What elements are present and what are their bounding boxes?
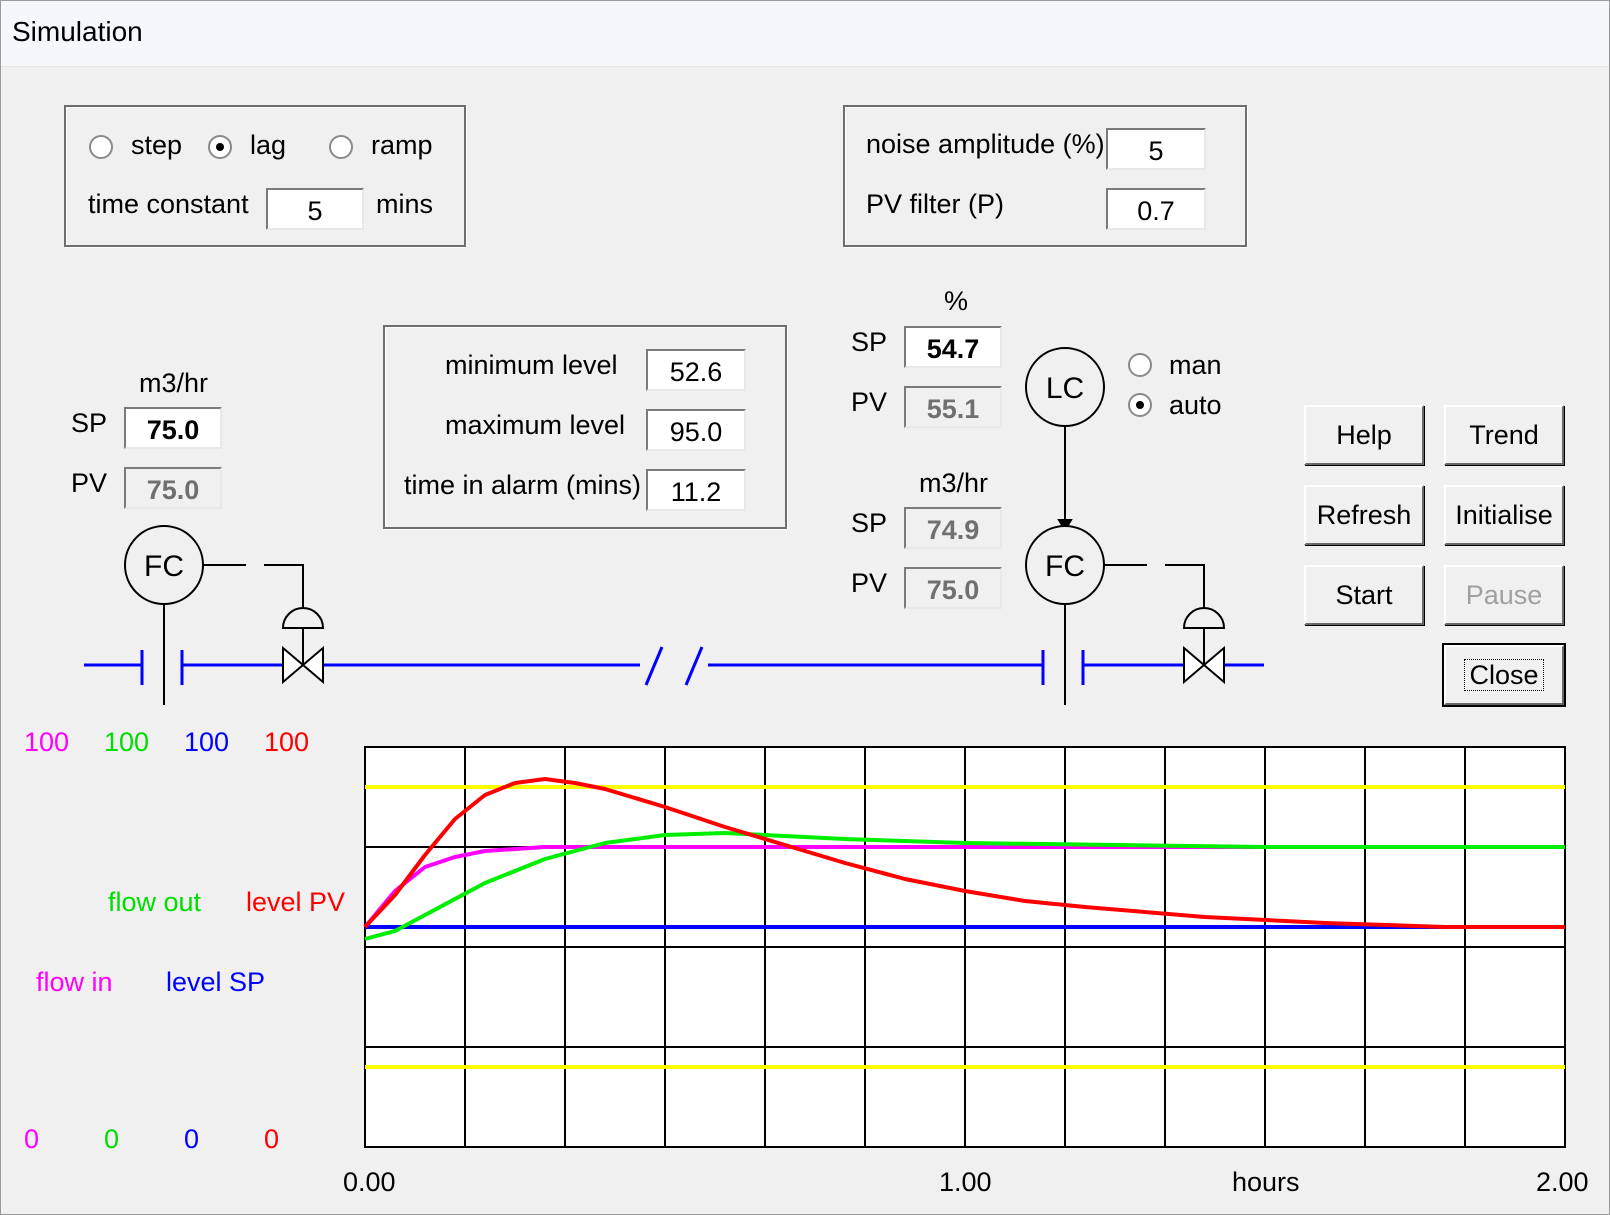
x-tick-2: 2.00 bbox=[1536, 1167, 1589, 1197]
lc-bubble bbox=[1025, 347, 1105, 427]
lc-sp-label: SP bbox=[851, 327, 888, 357]
pause-button[interactable]: Pause bbox=[1444, 565, 1564, 625]
title-bar: Simulation bbox=[0, 0, 1610, 67]
noise-group bbox=[843, 105, 1247, 247]
x-tick-0: 0.00 bbox=[343, 1167, 396, 1197]
flow-in-min: 0 bbox=[24, 1124, 40, 1154]
inlet-fc-tag: FC bbox=[144, 550, 184, 583]
max-level-label: maximum level bbox=[445, 410, 626, 440]
outlet-fc-tag: FC bbox=[1045, 550, 1085, 583]
pv-filter-input[interactable]: 0.7 bbox=[1106, 188, 1206, 230]
time-constant-input[interactable]: 5 bbox=[266, 188, 364, 230]
series-level-pv bbox=[363, 777, 1565, 929]
outlet-valve-actuator bbox=[1182, 607, 1226, 629]
level-pv-min: 0 bbox=[264, 1124, 280, 1154]
close-button[interactable]: Close bbox=[1444, 645, 1564, 705]
radio-man[interactable] bbox=[1128, 353, 1152, 377]
initialise-button[interactable]: Initialise bbox=[1444, 485, 1564, 545]
inlet-fc-pv-label: PV bbox=[71, 468, 108, 498]
outlet-fc-pv-label: PV bbox=[851, 568, 888, 598]
outlet-fc-unit: m3/hr bbox=[919, 468, 989, 498]
legend-flow-out: flow out bbox=[108, 887, 202, 917]
level-stats-group bbox=[383, 325, 787, 529]
flow-in-max: 100 bbox=[24, 727, 70, 757]
legend-level-sp: level SP bbox=[166, 967, 266, 997]
series-flow-in bbox=[363, 845, 1565, 929]
lc-pv-value: 55.1 bbox=[904, 386, 1002, 428]
series-flow-out bbox=[364, 831, 1565, 941]
inlet-fc-bubble bbox=[124, 525, 204, 605]
outlet-fc-sp-value: 74.9 bbox=[904, 507, 1002, 549]
disturbance-group bbox=[64, 105, 466, 247]
noise-amplitude-label: noise amplitude (%) bbox=[866, 129, 1105, 159]
inlet-fc-sp-label: SP bbox=[71, 408, 108, 438]
refresh-button[interactable]: Refresh bbox=[1304, 485, 1424, 545]
radio-auto-label: auto bbox=[1169, 390, 1222, 420]
max-level-value: 95.0 bbox=[646, 409, 746, 451]
time-constant-label: time constant bbox=[88, 189, 249, 219]
alarm-time-label: time in alarm (mins) bbox=[404, 470, 642, 500]
radio-step-label: step bbox=[131, 130, 183, 160]
flow-out-min: 0 bbox=[104, 1124, 120, 1154]
outlet-fc-pv-value: 75.0 bbox=[904, 567, 1002, 609]
trend-button[interactable]: Trend bbox=[1444, 405, 1564, 465]
lc-pv-label: PV bbox=[851, 387, 888, 417]
level-sp-min: 0 bbox=[184, 1124, 200, 1154]
noise-amplitude-input[interactable]: 5 bbox=[1106, 128, 1206, 170]
lc-unit: % bbox=[944, 286, 969, 316]
inlet-fc-sp-input[interactable]: 75.0 bbox=[124, 407, 222, 449]
pipe bbox=[84, 646, 1264, 686]
inlet-valve-body bbox=[282, 645, 324, 685]
pv-filter-label: PV filter (P) bbox=[866, 189, 1005, 219]
plot-area bbox=[364, 746, 1566, 1148]
outlet-valve-body bbox=[1183, 645, 1225, 685]
radio-auto[interactable] bbox=[1128, 393, 1152, 417]
radio-lag[interactable] bbox=[208, 135, 232, 159]
lc-tag: LC bbox=[1046, 372, 1084, 405]
lc-sp-input[interactable]: 54.7 bbox=[904, 326, 1002, 368]
help-button[interactable]: Help bbox=[1304, 405, 1424, 465]
x-axis-label: hours bbox=[1232, 1167, 1300, 1197]
inlet-valve-actuator bbox=[281, 607, 325, 629]
alarm-time-value: 11.2 bbox=[646, 469, 746, 511]
lc-signal-arrow bbox=[1057, 519, 1073, 532]
legend-flow-in: flow in bbox=[36, 967, 113, 997]
time-constant-unit: mins bbox=[376, 189, 434, 219]
outlet-fc-bubble bbox=[1025, 525, 1105, 605]
window-title: Simulation bbox=[12, 16, 143, 47]
x-tick-1: 1.00 bbox=[939, 1167, 992, 1197]
min-level-label: minimum level bbox=[445, 350, 618, 380]
outlet-fc-sp-label: SP bbox=[851, 508, 888, 538]
min-level-value: 52.6 bbox=[646, 349, 746, 391]
radio-step[interactable] bbox=[89, 135, 113, 159]
radio-man-label: man bbox=[1169, 350, 1222, 380]
radio-ramp[interactable] bbox=[329, 135, 353, 159]
flow-out-max: 100 bbox=[104, 727, 150, 757]
start-button[interactable]: Start bbox=[1304, 565, 1424, 625]
level-sp-max: 100 bbox=[184, 727, 230, 757]
inlet-fc-unit: m3/hr bbox=[139, 368, 209, 398]
inlet-fc-pv-value: 75.0 bbox=[124, 467, 222, 509]
radio-ramp-label: ramp bbox=[371, 130, 433, 160]
level-pv-max: 100 bbox=[264, 727, 310, 757]
legend-level-pv: level PV bbox=[246, 887, 346, 917]
radio-lag-label: lag bbox=[250, 130, 287, 160]
